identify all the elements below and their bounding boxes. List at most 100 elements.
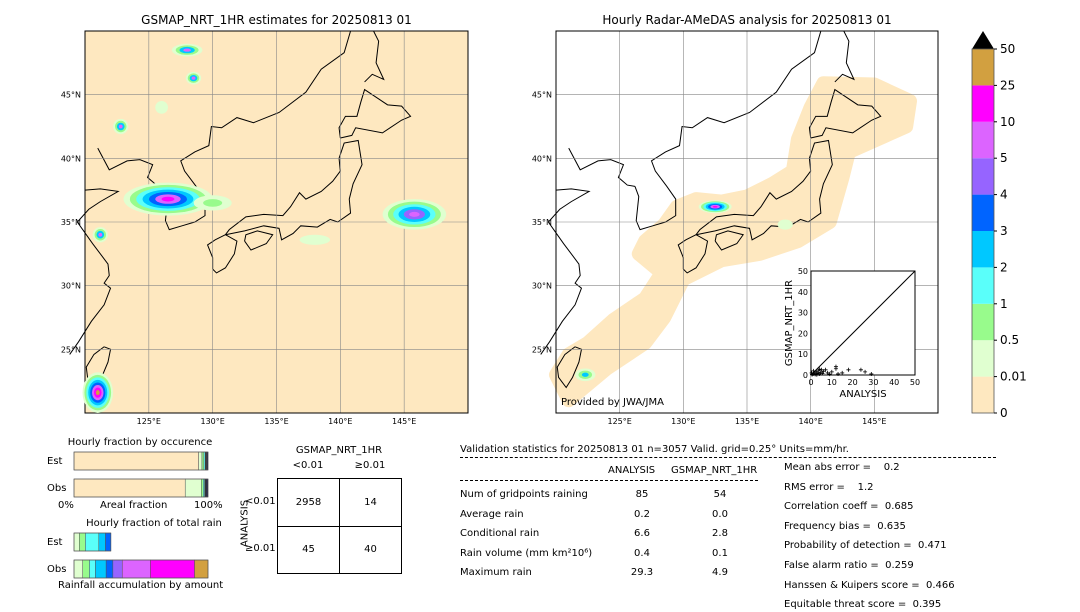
scatter-y-tick: 40 bbox=[798, 288, 808, 297]
colorbar-segment bbox=[972, 303, 994, 341]
bar-segment bbox=[95, 559, 107, 579]
bar-frame bbox=[73, 559, 209, 579]
bar-segment bbox=[73, 559, 83, 579]
rain-area bbox=[95, 390, 100, 396]
scatter-y-tick: 50 bbox=[798, 267, 808, 276]
colorbar-tick-label: 0 bbox=[1000, 406, 1008, 420]
lat-tick-label: 30°N bbox=[532, 282, 552, 291]
coastline bbox=[540, 188, 591, 355]
scatter-point bbox=[827, 372, 832, 377]
scatter-y-tick: 20 bbox=[798, 329, 808, 338]
scatter-y-tick: 10 bbox=[798, 350, 808, 359]
scatter-y-tick: 0 bbox=[803, 371, 808, 380]
bar-segment bbox=[150, 559, 195, 579]
occurrence-est-label: Est bbox=[47, 456, 63, 467]
scatter-point bbox=[869, 371, 874, 376]
rain-area bbox=[155, 101, 168, 114]
rain-area bbox=[203, 199, 223, 207]
colorbar-segment bbox=[972, 158, 994, 195]
bar-segment bbox=[79, 532, 86, 552]
stats-score: Mean abs error = 0.2 bbox=[784, 462, 900, 473]
lat-tick-label: 40°N bbox=[532, 154, 552, 163]
scatter-x-tick: 20 bbox=[848, 378, 858, 387]
stats-col-gsmap: GSMAP_NRT_1HR bbox=[671, 465, 758, 476]
stats-header: Validation statistics for 20250813 01 n=… bbox=[460, 444, 849, 455]
contingency-table: 2958 14 45 40 bbox=[277, 478, 402, 574]
coastline bbox=[677, 234, 709, 274]
bar-segment bbox=[105, 532, 112, 552]
lat-tick-label: 25°N bbox=[61, 345, 81, 354]
coastline bbox=[244, 230, 274, 251]
one-to-one-line bbox=[810, 270, 916, 376]
coastline bbox=[808, 88, 882, 139]
colorbar-tick-label: 50 bbox=[1000, 42, 1015, 56]
stats-row-analysis: 0.4 bbox=[634, 547, 650, 559]
lat-tick-label: 45°N bbox=[532, 91, 552, 100]
bar-segment bbox=[73, 532, 80, 552]
stats-row-gsmap: 4.9 bbox=[712, 567, 728, 578]
lat-tick-label: 45°N bbox=[61, 91, 81, 100]
scatter-point bbox=[840, 370, 845, 375]
contingency-row-1: ≥0.01 bbox=[245, 543, 276, 554]
lon-tick-label: 140°E bbox=[328, 417, 352, 426]
colorbar-segment bbox=[972, 49, 994, 86]
scatter-point bbox=[846, 367, 851, 372]
contingency-col-0: <0.01 bbox=[292, 460, 324, 471]
bar-segment bbox=[105, 559, 114, 579]
lon-tick-label: 145°E bbox=[392, 417, 416, 426]
scatter-x-tick: 40 bbox=[889, 378, 899, 387]
colorbar-tick-label: 1 bbox=[1000, 297, 1008, 311]
coastline bbox=[163, 30, 352, 231]
bar-segment bbox=[121, 559, 151, 579]
bar-segment bbox=[73, 478, 186, 498]
stats-row-label: Num of gridpoints raining bbox=[460, 489, 588, 500]
colorbar-extend-arrow bbox=[972, 31, 994, 49]
stats-row-label: Average rain bbox=[460, 508, 524, 520]
colorbar-tick-label: 10 bbox=[1000, 115, 1015, 129]
colorbar-segment bbox=[972, 267, 994, 304]
analysis-coverage bbox=[549, 76, 917, 408]
coastline bbox=[714, 230, 745, 251]
scatter-point bbox=[811, 368, 816, 373]
stats-score: False alarm ratio = 0.259 bbox=[784, 560, 914, 571]
colorbar-tick-label: 2 bbox=[1000, 260, 1008, 274]
lon-tick-label: 130°E bbox=[671, 417, 695, 426]
stats-row-analysis: 0.2 bbox=[634, 508, 650, 520]
lat-tick-label: 30°N bbox=[61, 282, 81, 291]
contingency-col-1: ≥0.01 bbox=[354, 460, 386, 471]
colorbar-tick-label: 5 bbox=[1000, 151, 1008, 165]
stats-row-label: Rain volume (mm km²10⁶) bbox=[460, 547, 593, 559]
scatter-point bbox=[818, 370, 823, 375]
stats-score: Probability of detection = 0.471 bbox=[784, 540, 947, 552]
cell-hit-none: 2958 bbox=[295, 497, 322, 508]
scatter-point bbox=[821, 369, 826, 374]
scatter-ylabel: GSMAP_NRT_1HR bbox=[784, 280, 795, 366]
stats-score: RMS error = 1.2 bbox=[784, 481, 874, 493]
coastline bbox=[69, 188, 120, 355]
stats-row-analysis: 29.3 bbox=[630, 567, 654, 578]
stats-divider bbox=[460, 457, 996, 458]
colorbar-segment bbox=[972, 194, 994, 231]
cell-false-alarm: 14 bbox=[364, 497, 377, 508]
rain-area bbox=[581, 372, 589, 377]
bar-segment bbox=[85, 532, 100, 552]
coastline bbox=[568, 147, 636, 187]
bar-segment bbox=[89, 559, 96, 579]
lon-tick-label: 125°E bbox=[608, 417, 632, 426]
stats-col-divider bbox=[460, 480, 758, 481]
colorbar-tick-label: 25 bbox=[1000, 78, 1015, 92]
coastline bbox=[695, 139, 833, 241]
colorbar-segment bbox=[972, 376, 994, 413]
right-map-title: Hourly Radar-AMeDAS analysis for 2025081… bbox=[602, 13, 892, 27]
bar-frame bbox=[73, 451, 209, 471]
scatter-plot: 00 10 10 20 20 30 30 40 40 50 50 ANALYSIS GSMAP_NRT_… bbox=[784, 267, 920, 400]
scatter-xlabel: ANALYSIS bbox=[839, 389, 886, 400]
rain-area bbox=[712, 205, 718, 208]
map-frame bbox=[84, 30, 469, 414]
colorbar-tick-label: 0.5 bbox=[1000, 333, 1019, 347]
stats-row-analysis: 85 bbox=[635, 489, 649, 500]
stats-col-analysis: ANALYSIS bbox=[608, 465, 656, 476]
cell-hit: 40 bbox=[364, 544, 377, 555]
rain-area bbox=[118, 124, 123, 129]
